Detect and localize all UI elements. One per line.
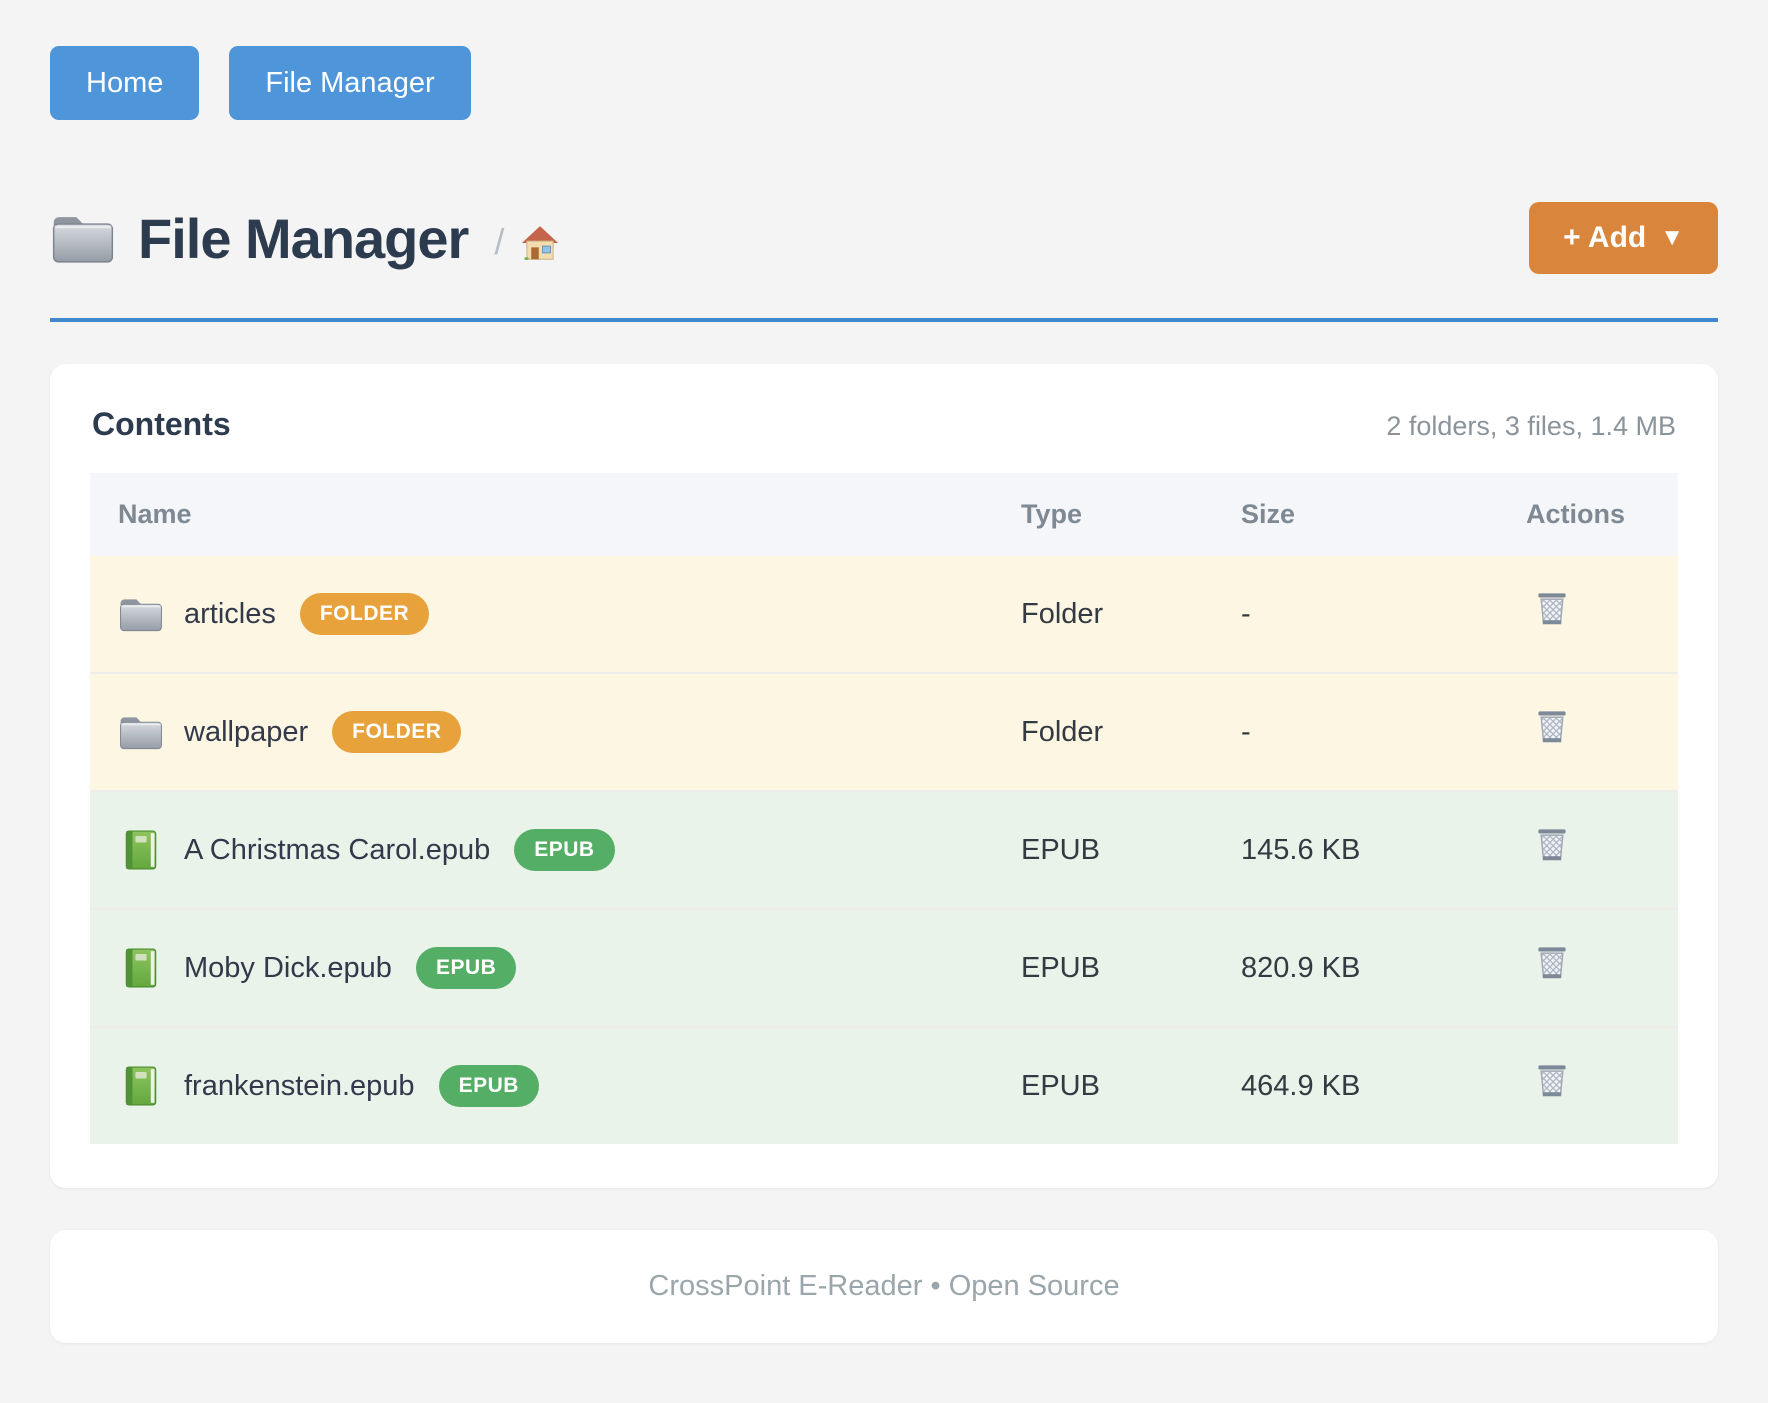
item-name[interactable]: Moby Dick.epub	[184, 951, 392, 984]
folder-icon	[50, 210, 116, 266]
item-size: -	[1213, 556, 1498, 673]
item-size: -	[1213, 672, 1498, 791]
column-header-actions: Actions	[1498, 473, 1678, 556]
trash-icon	[1534, 708, 1570, 748]
file-table: Name Type Size Actions articles FOLDER F…	[90, 473, 1678, 1144]
delete-button[interactable]	[1534, 944, 1570, 984]
epub-badge: EPUB	[514, 829, 615, 871]
item-name[interactable]: wallpaper	[184, 715, 309, 748]
table-row[interactable]: A Christmas Carol.epub EPUB EPUB 145.6 K…	[90, 790, 1678, 909]
item-size: 464.9 KB	[1213, 1026, 1498, 1144]
contents-summary: 2 folders, 3 files, 1.4 MB	[1386, 411, 1676, 441]
item-type: Folder	[993, 672, 1213, 791]
item-size: 820.9 KB	[1213, 908, 1498, 1027]
add-button[interactable]: + Add ▼	[1529, 202, 1718, 274]
delete-button[interactable]	[1534, 1062, 1570, 1102]
item-type: EPUB	[993, 790, 1213, 909]
column-header-type: Type	[993, 473, 1213, 556]
folder-icon	[118, 593, 164, 635]
chevron-down-icon: ▼	[1660, 224, 1684, 251]
contents-card: Contents 2 folders, 3 files, 1.4 MB Name…	[50, 364, 1718, 1188]
folder-icon	[118, 711, 164, 753]
folder-badge: FOLDER	[299, 593, 430, 635]
item-name[interactable]: frankenstein.epub	[184, 1069, 415, 1102]
trash-icon	[1534, 826, 1570, 866]
table-header-row: Name Type Size Actions	[90, 473, 1678, 556]
book-icon	[118, 1065, 164, 1107]
top-nav: Home File Manager	[50, 46, 1718, 120]
item-type: EPUB	[993, 908, 1213, 1027]
trash-icon	[1534, 1062, 1570, 1102]
table-row[interactable]: articles FOLDER Folder -	[90, 556, 1678, 673]
page-title: File Manager	[138, 206, 469, 270]
item-type: Folder	[993, 556, 1213, 673]
delete-button[interactable]	[1534, 590, 1570, 630]
item-size: 145.6 KB	[1213, 790, 1498, 909]
table-row[interactable]: frankenstein.epub EPUB EPUB 464.9 KB	[90, 1026, 1678, 1144]
contents-title: Contents	[92, 406, 231, 442]
book-icon	[118, 947, 164, 989]
trash-icon	[1534, 590, 1570, 630]
delete-button[interactable]	[1534, 826, 1570, 866]
header-divider	[50, 318, 1718, 322]
add-button-label: + Add	[1563, 221, 1647, 254]
nav-home-button[interactable]: Home	[50, 46, 200, 120]
book-icon	[118, 829, 164, 871]
item-name[interactable]: A Christmas Carol.epub	[184, 833, 491, 866]
nav-file-manager-button[interactable]: File Manager	[229, 46, 471, 120]
page-header: File Manager / + Add ▼	[50, 202, 1718, 274]
item-type: EPUB	[993, 1026, 1213, 1144]
column-header-size: Size	[1213, 473, 1498, 556]
delete-button[interactable]	[1534, 708, 1570, 748]
breadcrumb-separator: /	[494, 221, 505, 262]
title-group: File Manager /	[50, 206, 560, 271]
trash-icon	[1534, 944, 1570, 984]
home-icon[interactable]	[520, 223, 560, 263]
table-row[interactable]: wallpaper FOLDER Folder -	[90, 672, 1678, 791]
epub-badge: EPUB	[438, 1065, 539, 1107]
item-name[interactable]: articles	[184, 597, 276, 630]
table-row[interactable]: Moby Dick.epub EPUB EPUB 820.9 KB	[90, 908, 1678, 1027]
contents-card-header: Contents 2 folders, 3 files, 1.4 MB	[90, 406, 1678, 443]
folder-badge: FOLDER	[332, 711, 462, 753]
footer-text: CrossPoint E-Reader • Open Source	[648, 1270, 1120, 1302]
footer-card: CrossPoint E-Reader • Open Source	[50, 1230, 1718, 1343]
column-header-name: Name	[90, 473, 993, 556]
epub-badge: EPUB	[415, 947, 517, 989]
